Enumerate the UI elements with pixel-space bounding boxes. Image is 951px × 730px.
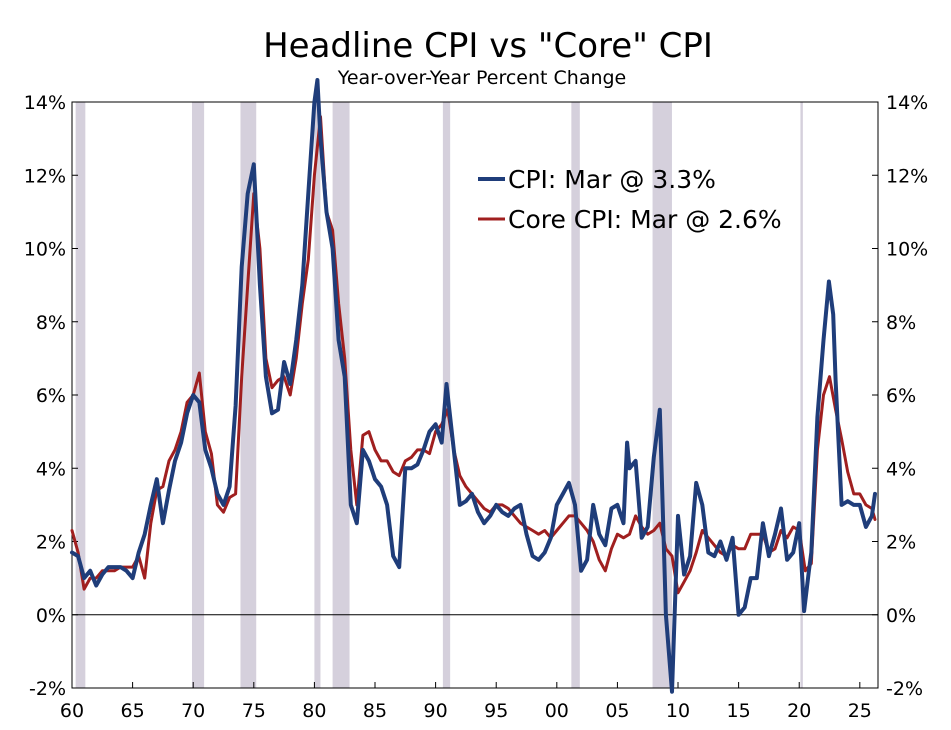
- y-tick-label-left: -2%: [29, 678, 66, 700]
- x-tick-label: 70: [181, 700, 205, 722]
- recession-band-8: [800, 102, 803, 688]
- x-tick-label: 60: [60, 700, 84, 722]
- x-tick-label: 65: [121, 700, 145, 722]
- y-tick-label-left: 6%: [36, 385, 66, 407]
- x-tick-label: 85: [363, 700, 387, 722]
- y-tick-label-left: 12%: [24, 165, 66, 187]
- y-tick-label-left: 14%: [24, 92, 66, 114]
- y-tick-label-left: 4%: [36, 458, 66, 480]
- recession-band-4: [332, 102, 350, 688]
- chart-subtitle: Year-over-Year Percent Change: [337, 67, 627, 89]
- y-tick-label-left: 2%: [36, 532, 66, 554]
- x-tick-label: 15: [727, 700, 751, 722]
- recession-band-3: [314, 102, 321, 688]
- y-tick-label-right: 12%: [886, 165, 928, 187]
- y-tick-label-left: 8%: [36, 312, 66, 334]
- x-tick-label: 90: [424, 700, 448, 722]
- legend: CPI: Mar @ 3.3% Core CPI: Mar @ 2.6%: [478, 165, 782, 234]
- recession-bands: [75, 102, 803, 688]
- legend-label-cpi: CPI: Mar @ 3.3%: [508, 165, 716, 194]
- y-tick-label-right: 10%: [886, 239, 928, 261]
- recession-band-1: [191, 102, 205, 688]
- series-lines: [70, 78, 877, 694]
- x-tick-label: 00: [545, 700, 569, 722]
- y-tick-label-left: 0%: [36, 605, 66, 627]
- x-tick-label: 10: [666, 700, 690, 722]
- y-tick-label-right: 14%: [886, 92, 928, 114]
- recession-band-7: [652, 102, 672, 688]
- x-tick-label: 80: [302, 700, 326, 722]
- chart-title: Headline CPI vs "Core" CPI: [263, 26, 713, 66]
- recession-band-0: [75, 102, 86, 688]
- x-tick-label: 95: [484, 700, 508, 722]
- y-tick-label-right: 6%: [886, 385, 916, 407]
- series-line-cpi: [70, 78, 877, 694]
- y-tick-label-right: -2%: [886, 678, 923, 700]
- y-tick-label-left: 10%: [24, 239, 66, 261]
- tick-marks: 14% 14% 12% 12% 10% 10% 8% 8% 6% 6% 4% 4% 2% 2% 0% 0% -2…: [24, 92, 928, 722]
- x-tick-label: 05: [605, 700, 629, 722]
- legend-label-core-cpi: Core CPI: Mar @ 2.6%: [508, 205, 782, 234]
- y-tick-label-right: 8%: [886, 312, 916, 334]
- x-tick-label: 75: [242, 700, 266, 722]
- recession-band-6: [571, 102, 580, 688]
- y-tick-label-right: 0%: [886, 605, 916, 627]
- y-tick-label-right: 2%: [886, 532, 916, 554]
- y-tick-label-right: 4%: [886, 458, 916, 480]
- x-tick-label: 20: [787, 700, 811, 722]
- x-tick-label: 25: [848, 700, 872, 722]
